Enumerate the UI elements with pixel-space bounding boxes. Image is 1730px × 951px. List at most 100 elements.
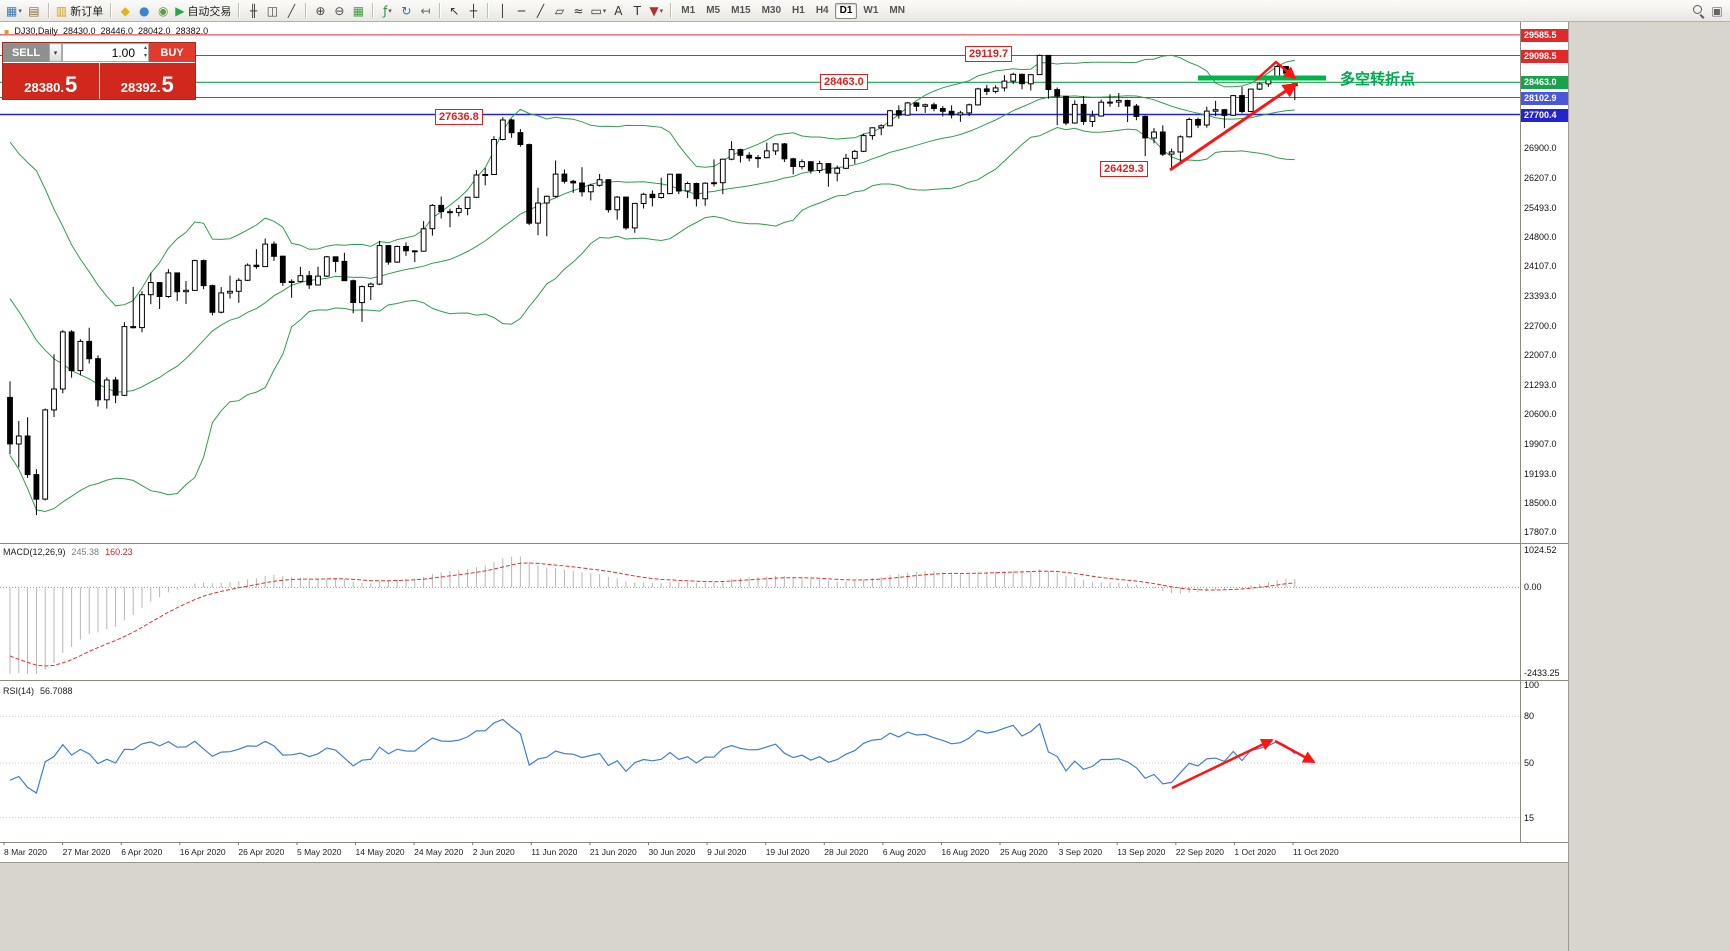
time-axis-label: 27 Mar 2020 [62, 847, 111, 857]
timeframe-button-M1[interactable]: M1 [681, 5, 696, 16]
community-icon-glyph: ◉ [157, 3, 169, 18]
timeframe-button-MN[interactable]: MN [889, 5, 905, 16]
buy-button[interactable]: BUY [149, 43, 195, 62]
price-badge: 27700.4 [1521, 108, 1568, 122]
order-type-dropdown[interactable]: ▾ [49, 43, 62, 62]
horizontal-price-lines[interactable] [0, 34, 1520, 116]
text-tool-icon[interactable]: A [609, 2, 627, 20]
buy-price-big-digit: 5 [161, 72, 174, 98]
bar-chart-icon[interactable]: ╫ [244, 2, 262, 20]
metaeditor-icon-glyph: ◆ [120, 3, 130, 18]
fibonacci-icon-glyph: ≈ [573, 3, 584, 18]
vertical-line-icon-glyph: │ [498, 3, 507, 18]
timeframe-button-H1[interactable]: H1 [792, 5, 805, 16]
price-annotation-label[interactable]: 28463.0 [820, 74, 868, 90]
price-annotation-label[interactable]: 29119.7 [965, 46, 1013, 62]
indicators-icon-glyph: ƒ [383, 3, 388, 18]
volume-stepper[interactable]: ▴ ▾ [144, 44, 147, 60]
new-chart-icon[interactable]: ▦ ▾ [4, 2, 24, 20]
time-axis-label: 6 Aug 2020 [882, 847, 926, 857]
price-axis-label: 22007.0 [1524, 349, 1557, 360]
candlestick-chart-icon[interactable]: ◫ [263, 2, 281, 20]
price-axis-label: 23393.0 [1524, 291, 1557, 302]
channel-icon[interactable]: ▱ [550, 2, 568, 20]
time-axis-label: 28 Jul 2020 [824, 847, 869, 857]
trendline-icon-glyph: ╱ [536, 3, 545, 18]
price-badge: 29098.5 [1521, 49, 1568, 63]
cursor-icon[interactable]: ↖ [445, 2, 463, 20]
price-badge: 28102.9 [1521, 91, 1568, 105]
arrow-tool-icon[interactable]: ▼ ▾ [647, 2, 665, 20]
line-chart-icon[interactable]: ╱ [282, 2, 300, 20]
quick-trade-panel-icon[interactable]: ▣ [1708, 2, 1726, 20]
tile-windows-icon[interactable]: ▦ [349, 2, 367, 20]
search-icon[interactable] [1689, 2, 1707, 20]
zoom-in-icon-glyph: ⊕ [315, 3, 326, 18]
zoom-in-icon[interactable]: ⊕ [311, 2, 329, 20]
time-axis-label: 16 Apr 2020 [179, 847, 226, 857]
fibonacci-icon[interactable]: ≈ [569, 2, 587, 20]
rsi-annotation-arrows[interactable] [1171, 738, 1316, 790]
panel-separators[interactable] [0, 22, 1568, 843]
metaeditor-icon[interactable]: ◆ [116, 2, 134, 20]
annotation-arrows[interactable] [1169, 60, 1326, 172]
trendline-icon[interactable]: ╱ [531, 2, 549, 20]
shapes-icon[interactable]: ▭ ▾ [588, 2, 608, 20]
timeframe-button-W1[interactable]: W1 [863, 5, 879, 16]
candles-layer [7, 54, 1298, 516]
cursor-icon-glyph: ↖ [449, 3, 460, 18]
time-axis-label: 8 Mar 2020 [4, 847, 47, 857]
magnifier-icon [1692, 4, 1705, 17]
timeframe-button-M5[interactable]: M5 [706, 5, 721, 16]
rsi-line [9, 718, 1296, 794]
timeframe-button-H4[interactable]: H4 [815, 5, 829, 16]
candlestick-chart-icon-glyph: ◫ [266, 3, 279, 18]
horizontal-line-icon-glyph: ─ [517, 3, 526, 18]
timeframe-button-M15[interactable]: M15 [731, 5, 751, 16]
sell-price-display[interactable]: 28380. 5 [3, 63, 99, 99]
market-watch-icon[interactable]: ● [135, 2, 153, 20]
profiles-icon[interactable]: ▤ [25, 2, 43, 20]
buy-price-display[interactable]: 28392. 5 [99, 63, 195, 99]
macd-panel [0, 556, 1520, 674]
new-order-button-label: 新订单 [70, 5, 104, 18]
crosshair-icon[interactable]: ┼ [464, 2, 482, 20]
community-icon[interactable]: ◉ [154, 2, 172, 20]
price-annotation-label[interactable]: 27636.8 [435, 109, 483, 125]
time-axis-label: 14 May 2020 [355, 847, 405, 857]
autotrading-glyph: ▶ [175, 3, 185, 18]
autotrading-button[interactable]: ▶ 自动交易 [173, 2, 233, 20]
tile-windows-icon-glyph: ▦ [352, 3, 365, 18]
chart-shift-icon[interactable]: ↤ [416, 2, 434, 20]
macd-indicator-label: MACD(12,26,9) 245.38 160.23 [3, 547, 133, 557]
zoom-out-icon[interactable]: ⊖ [330, 2, 348, 20]
spin-up-icon[interactable]: ▴ [143, 44, 147, 51]
new-chart-icon-glyph: ▦ [6, 3, 18, 18]
sell-button[interactable]: SELL [3, 43, 49, 62]
price-annotation-label[interactable]: 26429.3 [1100, 161, 1148, 177]
auto-scroll-icon[interactable]: ↻ [397, 2, 415, 20]
rsi-panel [0, 715, 1520, 819]
workspace-background-right [1568, 22, 1730, 951]
bollinger-bands [9, 54, 1295, 513]
toolbar-separator [47, 3, 49, 18]
vertical-line-icon[interactable]: │ [493, 2, 511, 20]
toolbar-separator [305, 3, 307, 18]
time-axis-label: 21 Jun 2020 [589, 847, 637, 857]
spin-down-icon[interactable]: ▾ [143, 52, 147, 59]
price-axis-label: 19193.0 [1524, 468, 1557, 479]
ohlc-open: 28430.0 [62, 26, 96, 36]
indicators-icon[interactable]: ƒ ▾ [378, 2, 396, 20]
toolbar-separator [372, 3, 374, 18]
time-axis-label: 1 Oct 2020 [1234, 847, 1276, 857]
chart-canvas[interactable] [0, 22, 1568, 862]
time-axis-label: 30 Jun 2020 [648, 847, 696, 857]
label-tool-icon[interactable]: T [628, 2, 646, 20]
timeframe-button-D1[interactable]: D1 [834, 2, 858, 19]
timeframe-button-M30[interactable]: M30 [761, 5, 782, 16]
time-axis-label: 9 Jul 2020 [707, 847, 747, 857]
macd-axis-label: -2433.25 [1524, 668, 1560, 678]
horizontal-line-icon[interactable]: ─ [512, 2, 530, 20]
volume-input[interactable]: 1.00 ▴ ▾ [62, 43, 149, 62]
new-order-button[interactable]: ▥ 新订单 [54, 2, 105, 20]
